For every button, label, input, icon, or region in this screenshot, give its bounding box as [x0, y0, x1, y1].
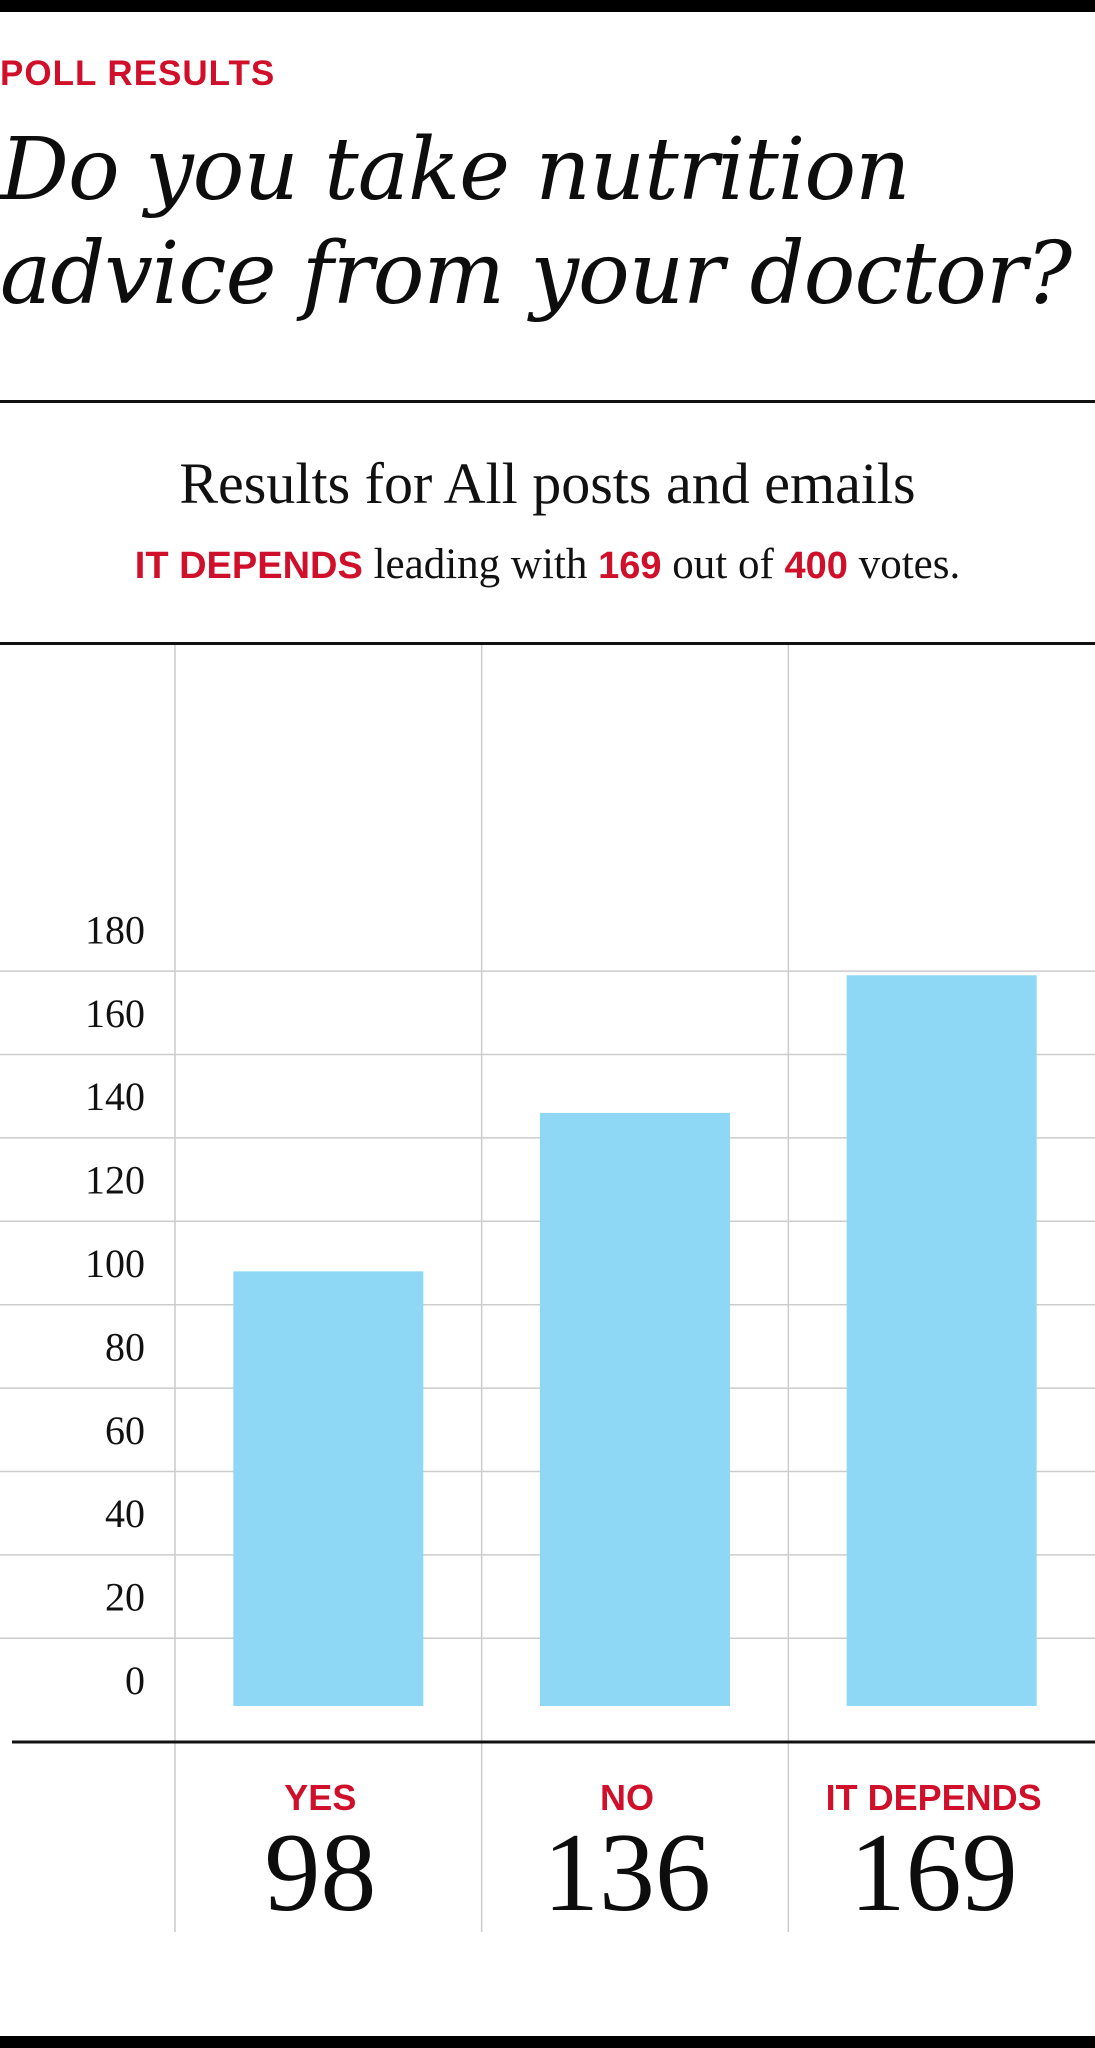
results-subtitle: Results for All posts and emails [179, 451, 916, 516]
summary-text-out-of: out of [661, 541, 785, 588]
y-tick-label: 60 [105, 1408, 145, 1453]
title-divider [0, 400, 1095, 403]
results-summary: IT DEPENDS leading with 169 out of 400 v… [0, 540, 1095, 589]
y-tick-label: 0 [125, 1658, 145, 1703]
y-tick-label: 160 [85, 991, 145, 1036]
category-label: IT DEPENDS [826, 1777, 1042, 1818]
poll-kicker: POLL RESULTS [0, 54, 276, 93]
y-tick-label: 180 [85, 907, 145, 952]
value-label: 136 [543, 1811, 711, 1935]
summary-text-votes: votes. [847, 541, 961, 588]
bar-it-depends [846, 975, 1037, 1706]
poll-question-line-1: Do you take nutrition [0, 120, 911, 220]
y-tick-label: 20 [105, 1575, 145, 1620]
value-label: 169 [850, 1811, 1018, 1935]
y-tick-label: 80 [105, 1324, 145, 1369]
y-tick-label: 100 [85, 1241, 145, 1286]
category-label: NO [600, 1777, 654, 1818]
leader-option: IT DEPENDS [134, 545, 363, 587]
y-tick-label: 40 [105, 1491, 145, 1536]
leader-votes: 169 [598, 545, 662, 587]
y-tick-label: 140 [85, 1074, 145, 1119]
y-tick-label: 120 [85, 1158, 145, 1203]
top-rule [0, 0, 1095, 12]
bar-no [540, 1112, 730, 1706]
bottom-rule [0, 2036, 1095, 2048]
category-label: YES [284, 1777, 356, 1818]
total-votes: 400 [784, 545, 848, 587]
poll-question-line-2: advice from your doctor? [0, 224, 1072, 324]
bar-yes [233, 1271, 424, 1706]
poll-question: Do you take nutrition advice from your d… [0, 118, 1095, 326]
chart-divider [0, 642, 1095, 645]
value-label: 98 [264, 1811, 376, 1935]
summary-text-leading: leading with [362, 541, 599, 588]
